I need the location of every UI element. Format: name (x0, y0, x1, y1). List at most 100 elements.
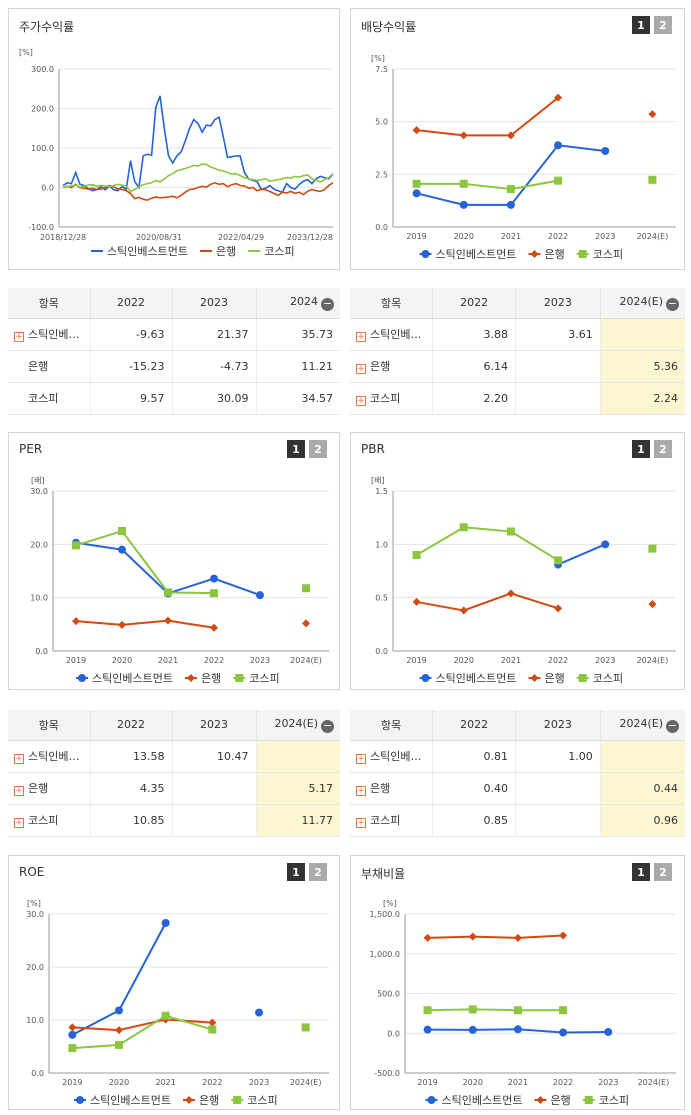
header-year: 2024− (256, 288, 340, 319)
data-point-bank (459, 131, 468, 140)
table-row: + 은행 0.40 0.44 (350, 772, 685, 805)
tab-1[interactable]: 1 (632, 16, 650, 34)
row-name[interactable]: + 은행 (350, 772, 434, 805)
expand-icon[interactable]: + (356, 364, 366, 374)
header-year: 2022 (432, 288, 516, 319)
legend-marker-bank (530, 250, 539, 258)
y-tick-label: 0.0 (375, 647, 388, 656)
expand-icon[interactable]: + (356, 332, 366, 342)
table-row: + 스틱인베… -9.63 21.37 35.73 (8, 318, 340, 351)
panel-title: 부채비율 (361, 867, 406, 881)
tab-1[interactable]: 1 (632, 863, 650, 881)
dividend-chart: [%] 7.5 5.0 2.5 0.0 2019 2020 2021 2022 2023 2024(… (371, 54, 676, 261)
panel-title: 배당수익률 (361, 20, 417, 34)
expand-icon[interactable]: + (356, 786, 366, 796)
header-year-label: 2024(E) (619, 716, 663, 730)
data-point-kospi (459, 523, 468, 532)
series-kospi (423, 1005, 568, 1015)
table-cell: 5.36 (600, 350, 685, 383)
expand-icon[interactable]: + (356, 818, 366, 828)
row-name[interactable]: + 코스피 (8, 804, 91, 837)
x-tick-label: 2023 (595, 232, 615, 241)
data-point-kospi (412, 551, 421, 559)
table-row: + 스틱인베… 13.58 10.47 (8, 740, 340, 773)
data-point-stick (601, 540, 610, 549)
row-name[interactable]: 코스피 (8, 382, 91, 415)
tab-2[interactable]: 2 (309, 440, 327, 458)
table-header-row: 항목 2022 2023 2024(E) − (350, 288, 685, 319)
y-tick-label: 500.0 (377, 990, 400, 999)
row-name[interactable]: + 스틱인베… (8, 740, 91, 773)
dividend-table: 항목 2022 2023 2024(E) − + 스틱인베… 3.88 3.61 + 은행 6.14 5… (350, 288, 685, 415)
tab-1[interactable]: 1 (287, 863, 305, 881)
x-tick-label: 2022 (202, 1078, 222, 1087)
series-line-stick (557, 543, 606, 566)
expand-icon[interactable]: + (14, 332, 24, 342)
expand-icon[interactable]: + (14, 818, 24, 828)
table-cell: 6.14 (432, 350, 516, 383)
x-tick-label: 2019 (406, 232, 426, 241)
tab-2[interactable]: 2 (654, 863, 672, 881)
table-cell: 4.35 (90, 772, 173, 805)
tab-1[interactable]: 1 (632, 440, 650, 458)
row-name[interactable]: + 은행 (8, 772, 91, 805)
data-point-bank (513, 933, 522, 942)
data-point-kospi (118, 527, 126, 535)
series-line-stick (71, 922, 167, 1036)
data-point-kospi (506, 527, 515, 536)
table-cell (515, 350, 601, 383)
expand-icon[interactable]: + (356, 396, 366, 406)
tab-2[interactable]: 2 (654, 16, 672, 34)
collapse-icon[interactable]: − (321, 296, 334, 311)
row-name[interactable]: + 코스피 (350, 382, 434, 415)
data-point-stick (210, 574, 218, 583)
x-tick-label: 2022 (548, 232, 568, 241)
data-point-kospi (164, 588, 172, 597)
collapse-icon[interactable]: − (321, 718, 334, 733)
legend-marker-kospi (235, 674, 244, 682)
table-cell: 10.47 (172, 740, 257, 773)
stock-return-panel: 주가수익률 [%] 300.0 200.0 100.0 0.0 -100.0 2018/12… (8, 8, 340, 270)
row-name[interactable]: + 코스피 (350, 804, 434, 837)
legend-label-bank: 은행 (544, 248, 564, 261)
x-tick-label: 2024(E) (637, 656, 669, 665)
tab-1[interactable]: 1 (287, 440, 305, 458)
data-point-kospi (72, 541, 80, 550)
legend-label-stick: 스틱인베스트먼트 (442, 1094, 523, 1107)
tab-2[interactable]: 2 (309, 863, 327, 881)
series-stick (68, 919, 263, 1039)
table-row: + 스틱인베… 0.81 1.00 (350, 740, 685, 773)
pbr-panel: PBR 1 2 [배] 1.5 1.0 0.5 0.0 2019 2020 2021 2022 2… (350, 432, 685, 690)
expand-icon[interactable]: + (14, 754, 24, 764)
panel-title: PER (19, 442, 43, 456)
x-tick-label: 2019 (417, 1078, 437, 1087)
row-name[interactable]: 은행 (8, 350, 91, 383)
row-name[interactable]: + 스틱인베… (350, 318, 434, 351)
table-cell: 35.73 (256, 318, 340, 351)
collapse-icon[interactable]: − (666, 718, 679, 733)
row-name[interactable]: + 스틱인베… (350, 740, 434, 773)
header-year: 2022 (90, 710, 173, 741)
data-point-stick (554, 141, 563, 150)
data-point-bank (210, 623, 218, 632)
row-name[interactable]: + 은행 (350, 350, 434, 383)
series-line-kospi (75, 529, 215, 595)
data-point-kospi (506, 185, 515, 194)
legend-label-stick: 스틱인베스트먼트 (436, 248, 517, 261)
row-label: 코스피 (28, 814, 59, 827)
table-row: 은행 -15.23 -4.73 11.21 (8, 350, 340, 383)
legend-label-stick: 스틱인베스트먼트 (92, 672, 173, 685)
legend-marker-bank (536, 1096, 545, 1104)
chart-legend: 스틱인베스트먼트 은행 코스피 (91, 245, 295, 258)
expand-icon[interactable]: + (14, 786, 24, 796)
legend-label-kospi: 코스피 (247, 1094, 277, 1107)
tab-2[interactable]: 2 (654, 440, 672, 458)
row-name[interactable]: + 스틱인베… (8, 318, 91, 351)
data-point-kospi (302, 584, 310, 593)
expand-icon[interactable]: + (356, 754, 366, 764)
data-point-bank (412, 126, 421, 135)
series-bank (423, 931, 568, 942)
collapse-icon[interactable]: − (666, 296, 679, 311)
chart-legend: 스틱인베스트먼트 은행 코스피 (74, 1094, 278, 1107)
